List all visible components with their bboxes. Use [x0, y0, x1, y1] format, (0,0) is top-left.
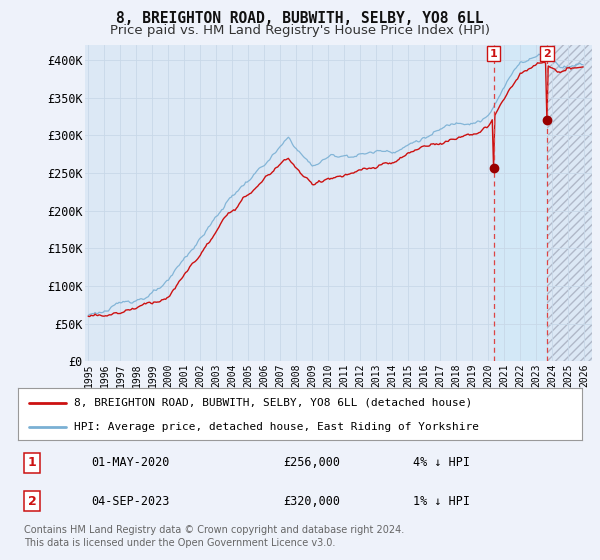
Text: 2: 2: [543, 49, 551, 59]
Text: 2: 2: [28, 495, 37, 508]
Bar: [547, 45, 592, 361]
Bar: [494, 45, 547, 361]
Text: HPI: Average price, detached house, East Riding of Yorkshire: HPI: Average price, detached house, East…: [74, 422, 479, 432]
Text: Price paid vs. HM Land Registry's House Price Index (HPI): Price paid vs. HM Land Registry's House …: [110, 24, 490, 36]
Text: 04-SEP-2023: 04-SEP-2023: [91, 495, 170, 508]
Text: £320,000: £320,000: [283, 495, 340, 508]
Text: £256,000: £256,000: [283, 456, 340, 469]
Text: 1% ↓ HPI: 1% ↓ HPI: [413, 495, 470, 508]
Text: 8, BREIGHTON ROAD, BUBWITH, SELBY, YO8 6LL (detached house): 8, BREIGHTON ROAD, BUBWITH, SELBY, YO8 6…: [74, 398, 473, 408]
Text: 1: 1: [490, 49, 497, 59]
Text: 1: 1: [28, 456, 37, 469]
Text: 8, BREIGHTON ROAD, BUBWITH, SELBY, YO8 6LL: 8, BREIGHTON ROAD, BUBWITH, SELBY, YO8 6…: [116, 11, 484, 26]
Text: Contains HM Land Registry data © Crown copyright and database right 2024.
This d: Contains HM Land Registry data © Crown c…: [24, 525, 404, 548]
Text: 01-MAY-2020: 01-MAY-2020: [91, 456, 170, 469]
Text: 4% ↓ HPI: 4% ↓ HPI: [413, 456, 470, 469]
Bar: [547, 45, 592, 361]
